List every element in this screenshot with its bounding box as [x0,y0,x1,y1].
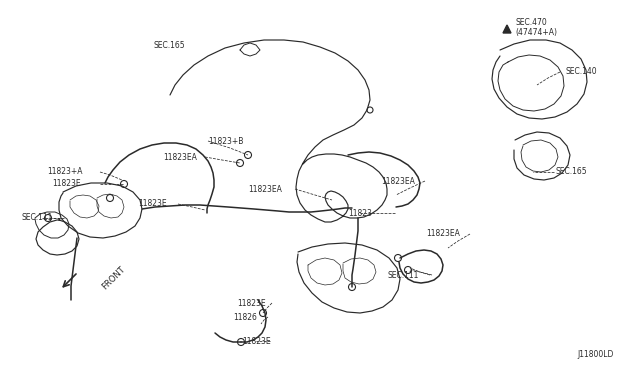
Text: 11823+B: 11823+B [208,137,243,145]
Text: J11800LD: J11800LD [578,350,614,359]
Text: 11823E: 11823E [237,298,266,308]
Text: 11826: 11826 [233,312,257,321]
Text: SEC.111: SEC.111 [388,270,419,279]
Text: 11823+A: 11823+A [47,167,83,176]
Text: SEC.140: SEC.140 [566,67,598,77]
Text: SEC.111: SEC.111 [22,214,53,222]
Text: 11823E: 11823E [243,337,271,346]
Text: 11823EA: 11823EA [381,176,415,186]
Text: 11823EA: 11823EA [426,230,460,238]
Text: 11823E: 11823E [138,199,166,208]
Text: 11823E: 11823E [52,180,81,189]
Text: 11823EA: 11823EA [248,185,282,193]
Polygon shape [503,25,511,33]
Text: 11823: 11823 [348,208,372,218]
Text: 11823EA: 11823EA [163,153,197,161]
Text: SEC.165: SEC.165 [556,167,588,176]
Text: SEC.470
(47474+A): SEC.470 (47474+A) [515,18,557,38]
Text: FRONT: FRONT [100,264,127,291]
Text: SEC.165: SEC.165 [153,42,184,51]
